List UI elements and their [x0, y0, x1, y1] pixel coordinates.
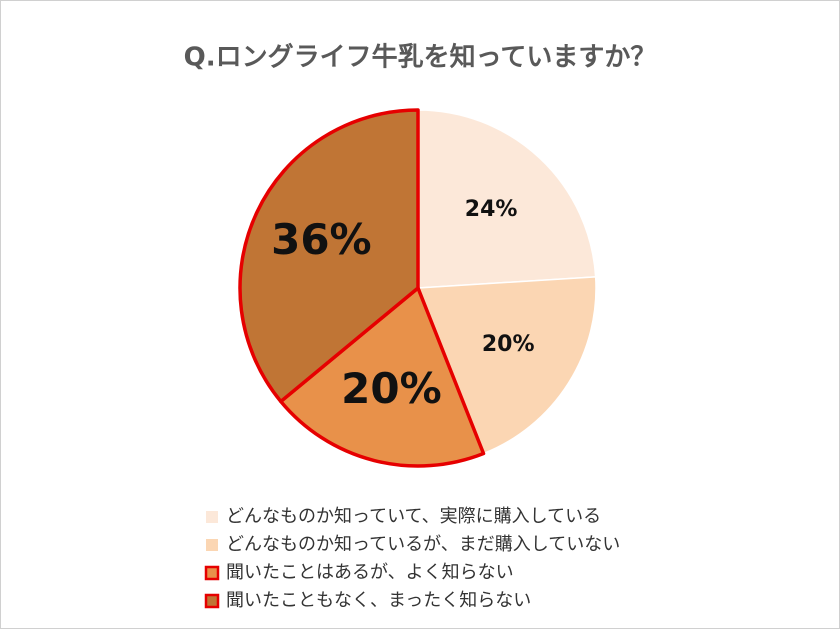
- legend-marker: [204, 593, 220, 609]
- legend-label: どんなものか知っていて、実際に購入している: [226, 506, 601, 527]
- legend-marker: [204, 565, 220, 581]
- data-label: 24%: [465, 197, 518, 222]
- data-label: 20%: [482, 332, 535, 357]
- pie: [238, 108, 597, 468]
- chart-title: Q.ロングライフ牛乳を知っていますか？: [184, 43, 657, 73]
- pie-slice: [417, 276, 597, 455]
- pie-slice: [417, 109, 597, 289]
- pie-slice: [238, 108, 420, 404]
- data-label: 20%: [341, 364, 442, 413]
- legend-label: どんなものか知っているが、まだ購入していない: [226, 534, 620, 555]
- legend-marker: [206, 511, 218, 523]
- legend: どんなものか知っていて、実際に購入しているどんなものか知っているが、まだ購入して…: [204, 506, 620, 611]
- legend-marker: [206, 539, 218, 551]
- legend-label: 聞いたこともなく、まったく知らない: [226, 590, 531, 611]
- data-label: 36%: [271, 215, 372, 264]
- pie-slice: [279, 286, 486, 468]
- legend-label: 聞いたことはあるが、よく知らない: [226, 562, 514, 583]
- data-labels: 24% 20% 20% 36%: [271, 197, 534, 413]
